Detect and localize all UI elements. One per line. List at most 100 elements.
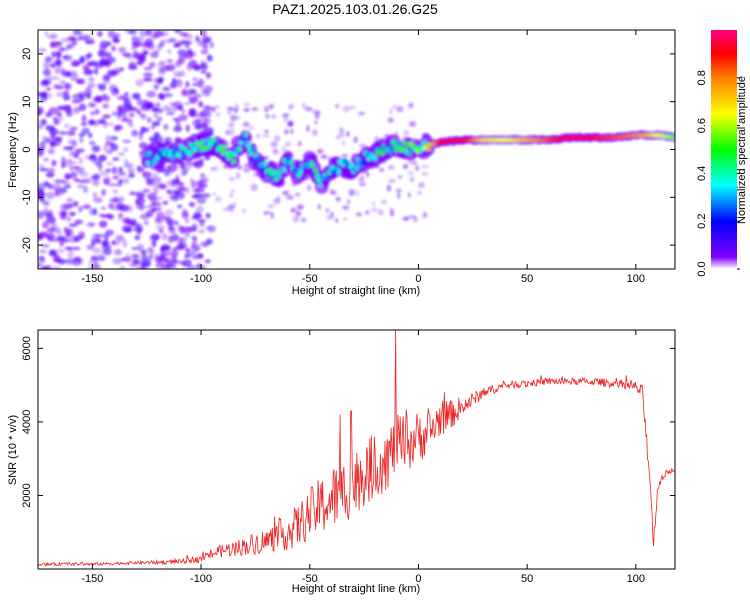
spectrogram-noise-blob	[71, 99, 82, 104]
spectrogram-noise-blob	[165, 218, 175, 223]
spectrogram-noise-blob	[91, 241, 96, 247]
spectrogram-noise-blob	[178, 260, 184, 265]
spectrogram-noise-blob	[64, 175, 73, 180]
spectrogram-noise-blob	[392, 104, 397, 109]
spectrogram-noise-blob	[76, 78, 86, 85]
spectrogram-ridge-core	[237, 146, 242, 152]
spectrogram-noise-blob	[86, 62, 94, 67]
spectrogram-noise-blob	[242, 208, 246, 214]
spectrogram-noise-blob	[65, 232, 71, 237]
spectrogram-noise-blob	[42, 68, 51, 77]
spectrogram-noise-blob	[86, 244, 95, 250]
spectrogram-noise-blob	[47, 226, 56, 230]
spectrogram-noise-blob	[73, 151, 81, 155]
spectrogram-noise-blob	[99, 170, 110, 176]
spectrogram-noise-blob	[73, 256, 82, 262]
spectrogram-noise-blob	[52, 116, 57, 120]
spectrogram-ridge-core	[158, 153, 163, 159]
spectrogram-ytick-label: 10	[21, 96, 33, 108]
spectrogram-noise-blob	[183, 226, 192, 233]
spectrogram-noise-blob	[71, 93, 82, 100]
spectrogram-noise-blob	[356, 190, 360, 197]
spectrogram-noise-blob	[228, 122, 235, 128]
spectrogram-noise-blob	[82, 204, 91, 210]
spectrogram-noise-blob	[236, 164, 243, 170]
spectrogram-noise-blob	[152, 50, 160, 54]
spectrogram-noise-blob	[398, 175, 403, 179]
spectrogram-ridge-core	[252, 158, 257, 164]
spectrogram-noise-blob	[175, 118, 181, 127]
spectrogram-noise-blob	[282, 113, 290, 118]
spectrogram-noise-blob	[270, 211, 274, 219]
spectrogram-x-label: Height of straight line (km)	[292, 285, 420, 297]
snr-x-label: Height of straight line (km)	[292, 583, 420, 595]
snr-ytick-label: 6000	[21, 336, 33, 360]
spectrogram-noise-blob	[104, 51, 112, 58]
spectrogram-noise-blob	[71, 161, 78, 165]
spectrogram-noise-blob	[109, 70, 120, 75]
spectrogram-noise-blob	[78, 231, 86, 239]
spectrogram-noise-blob	[118, 213, 124, 218]
spectrogram-ridge-core	[255, 155, 260, 161]
spectrogram-noise-blob	[47, 209, 53, 215]
spectrogram-noise-blob	[51, 141, 57, 148]
spectrogram-noise-blob	[206, 54, 213, 62]
spectrogram-noise-blob	[177, 186, 187, 192]
spectrogram-noise-blob	[408, 120, 417, 128]
spectrogram-noise-blob	[389, 108, 393, 115]
spectrogram-noise-blob	[371, 207, 379, 213]
spectrogram-noise-blob	[215, 196, 222, 202]
spectrogram-noise-blob	[388, 179, 396, 183]
spectrogram-noise-blob	[191, 195, 199, 199]
spectrogram-noise-blob	[81, 178, 92, 184]
spectrogram-noise-blob	[126, 105, 134, 112]
spectrogram-noise-blob	[56, 41, 63, 46]
snr-xtick-label: -50	[302, 573, 318, 585]
spectrogram-noise-blob	[204, 259, 211, 264]
spectrogram-noise-blob	[66, 198, 74, 202]
spectrogram-noise-blob	[153, 113, 158, 118]
spectrogram-noise-blob	[88, 259, 97, 266]
spectrogram-noise-blob	[186, 91, 192, 99]
spectrogram-noise-blob	[64, 45, 70, 52]
spectrogram-ridge-core	[251, 147, 256, 153]
spectrogram-noise-blob	[94, 108, 100, 115]
spectrogram-noise-blob	[342, 105, 350, 113]
spectrogram-noise-blob	[102, 176, 112, 183]
spectrogram-noise-blob	[84, 87, 92, 95]
spectrogram-noise-blob	[150, 125, 156, 130]
spectrogram-noise-blob	[386, 184, 392, 192]
spectrogram-noise-blob	[205, 212, 211, 219]
spectrogram-noise-blob	[60, 210, 68, 216]
spectrogram-noise-blob	[112, 257, 123, 265]
spectrogram-noise-blob	[183, 101, 191, 106]
spectrogram-noise-blob	[125, 253, 131, 260]
spectrogram-noise-blob	[69, 211, 76, 217]
spectrogram-noise-blob	[185, 48, 193, 54]
spectrogram-noise-blob	[421, 172, 429, 176]
spectrogram-noise-blob	[82, 66, 90, 71]
spectrogram-noise-blob	[161, 265, 170, 269]
spectrogram-noise-blob	[87, 40, 96, 45]
spectrogram-xtick-label: -150	[81, 273, 103, 285]
spectrogram-noise-blob	[38, 231, 49, 238]
spectrogram-noise-blob	[142, 77, 153, 82]
spectrogram-ridge-core	[281, 166, 286, 172]
spectrogram-noise-blob	[38, 124, 44, 130]
snr-frame	[37, 329, 676, 570]
spectrogram-noise-blob	[339, 127, 344, 133]
spectrogram-noise-blob	[180, 87, 189, 94]
spectrogram-noise-blob	[54, 188, 59, 196]
spectrogram-xtick-label: 100	[627, 273, 645, 285]
spectrogram-noise-blob	[416, 190, 422, 195]
spectrogram-ridge-core	[149, 153, 154, 159]
spectrogram-noise-blob	[161, 243, 170, 249]
spectrogram-noise-blob	[188, 59, 198, 68]
spectrogram-noise-blob	[284, 128, 289, 135]
spectrogram-noise-blob	[80, 122, 88, 126]
spectrogram-noise-blob	[92, 191, 98, 199]
spectrogram-noise-blob	[98, 220, 108, 228]
spectrogram-ytick-label: 20	[21, 48, 33, 60]
spectrogram-ridge-core	[284, 160, 289, 166]
spectrogram-noise-blob	[199, 264, 207, 269]
